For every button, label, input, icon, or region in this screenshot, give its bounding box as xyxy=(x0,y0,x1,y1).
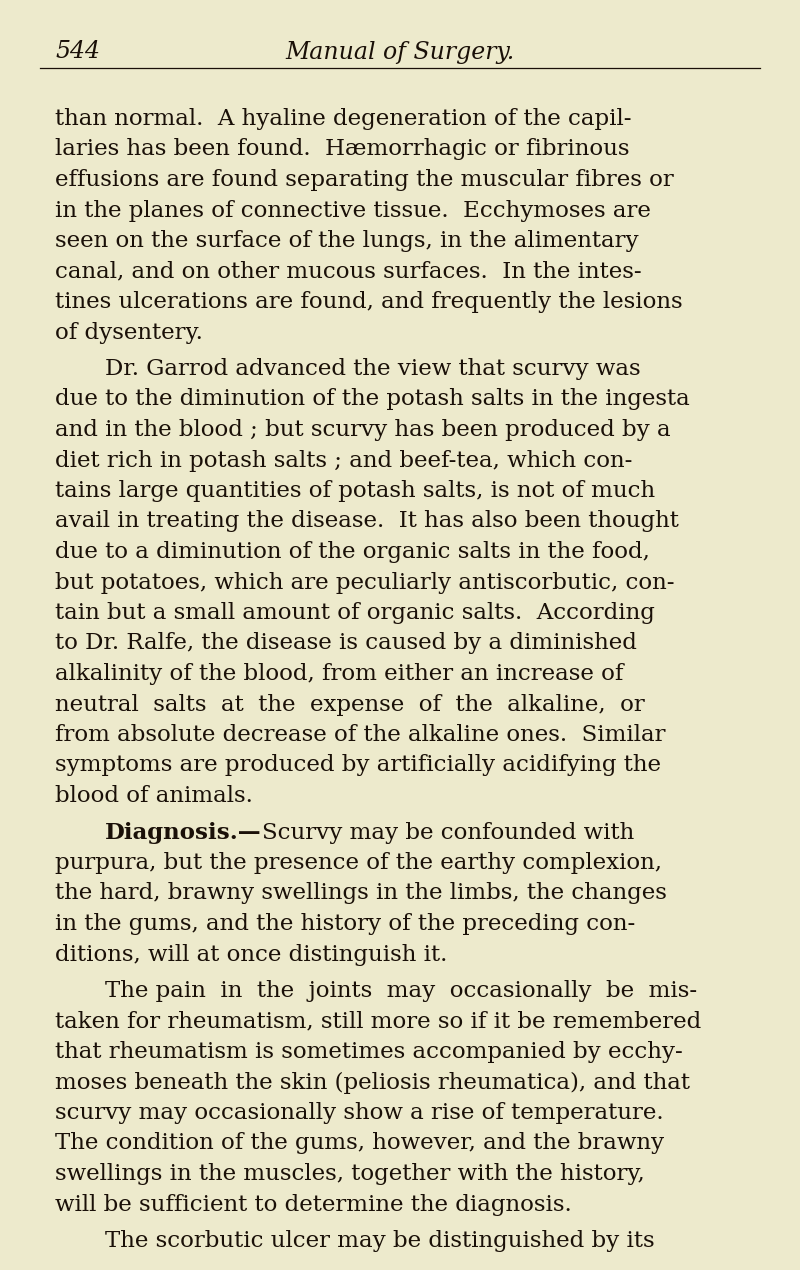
Text: than normal.  A hyaline degeneration of the capil-: than normal. A hyaline degeneration of t… xyxy=(55,108,631,130)
Text: Scurvy may be confounded with: Scurvy may be confounded with xyxy=(262,822,634,843)
Text: and in the blood ; but scurvy has been produced by a: and in the blood ; but scurvy has been p… xyxy=(55,419,670,441)
Text: moses beneath the skin (peliosis rheumatica), and that: moses beneath the skin (peliosis rheumat… xyxy=(55,1072,690,1093)
Text: avail in treating the disease.  It has also been thought: avail in treating the disease. It has al… xyxy=(55,511,679,532)
Text: symptoms are produced by artificially acidifying the: symptoms are produced by artificially ac… xyxy=(55,754,661,776)
Text: effusions are found separating the muscular fibres or: effusions are found separating the muscu… xyxy=(55,169,674,190)
Text: due to a diminution of the organic salts in the food,: due to a diminution of the organic salts… xyxy=(55,541,650,563)
Text: of dysentery.: of dysentery. xyxy=(55,321,203,343)
Text: in the gums, and the history of the preceding con-: in the gums, and the history of the prec… xyxy=(55,913,635,935)
Text: alkalinity of the blood, from either an increase of: alkalinity of the blood, from either an … xyxy=(55,663,623,685)
Text: in the planes of connective tissue.  Ecchymoses are: in the planes of connective tissue. Ecch… xyxy=(55,199,651,221)
Text: The pain  in  the  joints  may  occasionally  be  mis-: The pain in the joints may occasionally … xyxy=(105,980,697,1002)
Text: tines ulcerations are found, and frequently the lesions: tines ulcerations are found, and frequen… xyxy=(55,291,682,312)
Text: taken for rheumatism, still more so if it be remembered: taken for rheumatism, still more so if i… xyxy=(55,1011,702,1033)
Text: 544: 544 xyxy=(55,41,100,64)
Text: to Dr. Ralfe, the disease is caused by a diminished: to Dr. Ralfe, the disease is caused by a… xyxy=(55,632,637,654)
Text: tain but a small amount of organic salts.  According: tain but a small amount of organic salts… xyxy=(55,602,655,624)
Text: The scorbutic ulcer may be distinguished by its: The scorbutic ulcer may be distinguished… xyxy=(105,1231,654,1252)
Text: neutral  salts  at  the  expense  of  the  alkaline,  or: neutral salts at the expense of the alka… xyxy=(55,693,645,715)
Text: scurvy may occasionally show a rise of temperature.: scurvy may occasionally show a rise of t… xyxy=(55,1102,664,1124)
Text: laries has been found.  Hæmorrhagic or fibrinous: laries has been found. Hæmorrhagic or fi… xyxy=(55,138,630,160)
Text: tains large quantities of potash salts, is not of much: tains large quantities of potash salts, … xyxy=(55,480,655,502)
Text: Dr. Garrod advanced the view that scurvy was: Dr. Garrod advanced the view that scurvy… xyxy=(105,358,641,380)
Text: diet rich in potash salts ; and beef-tea, which con-: diet rich in potash salts ; and beef-tea… xyxy=(55,450,632,471)
Text: that rheumatism is sometimes accompanied by ecchy-: that rheumatism is sometimes accompanied… xyxy=(55,1041,682,1063)
Text: seen on the surface of the lungs, in the alimentary: seen on the surface of the lungs, in the… xyxy=(55,230,638,251)
Text: swellings in the muscles, together with the history,: swellings in the muscles, together with … xyxy=(55,1163,645,1185)
Text: due to the diminution of the potash salts in the ingesta: due to the diminution of the potash salt… xyxy=(55,389,690,410)
Text: canal, and on other mucous surfaces.  In the intes-: canal, and on other mucous surfaces. In … xyxy=(55,260,642,282)
Text: will be sufficient to determine the diagnosis.: will be sufficient to determine the diag… xyxy=(55,1194,572,1215)
Text: ditions, will at once distinguish it.: ditions, will at once distinguish it. xyxy=(55,944,447,965)
Text: blood of animals.: blood of animals. xyxy=(55,785,253,806)
Text: The condition of the gums, however, and the brawny: The condition of the gums, however, and … xyxy=(55,1133,664,1154)
Text: purpura, but the presence of the earthy complexion,: purpura, but the presence of the earthy … xyxy=(55,852,662,874)
Text: the hard, brawny swellings in the limbs, the changes: the hard, brawny swellings in the limbs,… xyxy=(55,883,667,904)
Text: but potatoes, which are peculiarly antiscorbutic, con-: but potatoes, which are peculiarly antis… xyxy=(55,572,674,593)
Text: Diagnosis.—: Diagnosis.— xyxy=(105,822,262,843)
Text: from absolute decrease of the alkaline ones.  Similar: from absolute decrease of the alkaline o… xyxy=(55,724,666,745)
Text: Manual of Surgery.: Manual of Surgery. xyxy=(286,41,514,64)
